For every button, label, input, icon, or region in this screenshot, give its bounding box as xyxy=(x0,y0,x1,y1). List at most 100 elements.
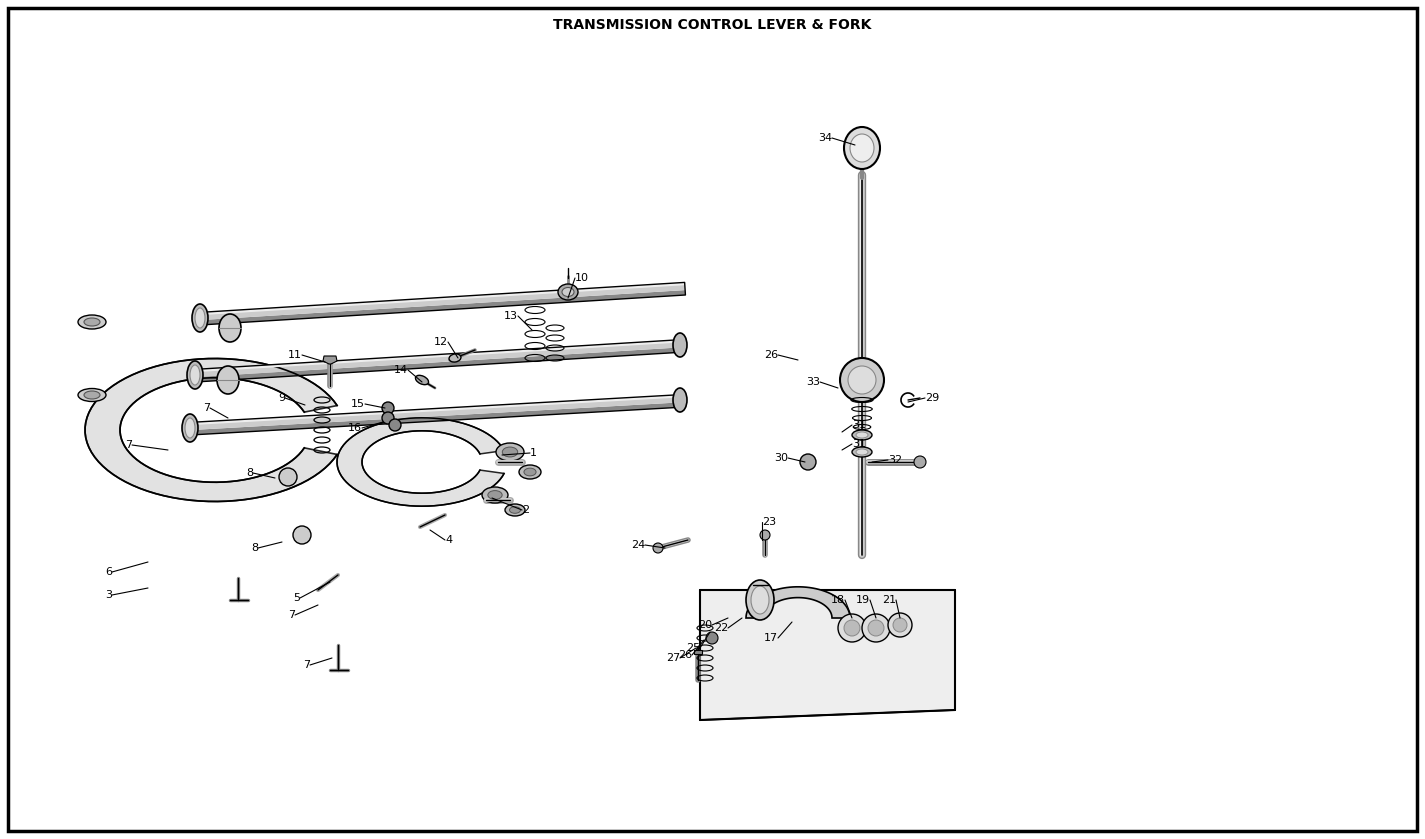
Polygon shape xyxy=(200,283,685,320)
Ellipse shape xyxy=(84,391,100,399)
Text: 4: 4 xyxy=(445,535,452,545)
Text: 1: 1 xyxy=(530,448,537,458)
Polygon shape xyxy=(190,394,685,425)
Ellipse shape xyxy=(559,284,579,300)
Polygon shape xyxy=(747,586,849,618)
Text: 21: 21 xyxy=(882,595,896,605)
Ellipse shape xyxy=(182,414,198,442)
Ellipse shape xyxy=(219,314,241,342)
Text: 33: 33 xyxy=(807,377,819,387)
Text: 2: 2 xyxy=(522,505,529,515)
Text: 6: 6 xyxy=(105,567,113,577)
Circle shape xyxy=(279,468,296,486)
Ellipse shape xyxy=(487,491,502,499)
Circle shape xyxy=(868,620,884,636)
Ellipse shape xyxy=(482,487,507,503)
Ellipse shape xyxy=(852,447,872,457)
Text: 16: 16 xyxy=(348,423,362,433)
Text: 7: 7 xyxy=(125,440,133,450)
Text: 8: 8 xyxy=(247,468,254,478)
Text: 11: 11 xyxy=(288,350,302,360)
Text: 29: 29 xyxy=(925,393,939,403)
Ellipse shape xyxy=(217,366,239,394)
Text: 15: 15 xyxy=(351,399,365,409)
Circle shape xyxy=(862,614,891,642)
Ellipse shape xyxy=(504,504,524,516)
Circle shape xyxy=(389,419,400,431)
Ellipse shape xyxy=(856,432,868,438)
Text: 26: 26 xyxy=(764,350,778,360)
Ellipse shape xyxy=(190,365,200,385)
Text: 20: 20 xyxy=(698,620,712,630)
Ellipse shape xyxy=(519,465,542,479)
Polygon shape xyxy=(190,394,685,430)
Text: 23: 23 xyxy=(762,517,777,527)
Circle shape xyxy=(848,366,876,394)
Text: 32: 32 xyxy=(888,455,902,465)
Circle shape xyxy=(888,613,912,637)
Ellipse shape xyxy=(192,304,208,332)
Ellipse shape xyxy=(187,361,202,389)
Text: 26: 26 xyxy=(678,650,693,660)
Ellipse shape xyxy=(496,443,524,461)
Text: 7: 7 xyxy=(202,403,209,413)
Ellipse shape xyxy=(84,318,100,326)
Text: 18: 18 xyxy=(831,595,845,605)
Circle shape xyxy=(839,358,884,402)
Text: 13: 13 xyxy=(504,311,519,321)
Ellipse shape xyxy=(502,447,517,457)
Text: 19: 19 xyxy=(856,595,871,605)
Polygon shape xyxy=(700,590,955,720)
Circle shape xyxy=(838,614,866,642)
Ellipse shape xyxy=(416,375,429,384)
Text: 8: 8 xyxy=(251,543,258,553)
Text: 12: 12 xyxy=(433,337,447,347)
Ellipse shape xyxy=(449,354,460,362)
Text: 14: 14 xyxy=(393,365,408,375)
Ellipse shape xyxy=(78,388,105,402)
Text: 17: 17 xyxy=(764,633,778,643)
Circle shape xyxy=(382,412,393,424)
Circle shape xyxy=(844,620,861,636)
Ellipse shape xyxy=(185,418,195,438)
Circle shape xyxy=(294,526,311,544)
Text: 31: 31 xyxy=(852,439,866,449)
Ellipse shape xyxy=(852,430,872,440)
Text: 7: 7 xyxy=(288,610,295,620)
Ellipse shape xyxy=(524,468,536,476)
Ellipse shape xyxy=(673,333,687,357)
Polygon shape xyxy=(190,402,685,435)
Ellipse shape xyxy=(751,586,770,614)
Text: 34: 34 xyxy=(818,133,832,143)
Polygon shape xyxy=(195,347,685,382)
Text: 22: 22 xyxy=(714,623,728,633)
Polygon shape xyxy=(338,418,504,506)
Circle shape xyxy=(760,530,770,540)
Ellipse shape xyxy=(844,127,881,169)
Ellipse shape xyxy=(673,388,687,412)
Circle shape xyxy=(705,632,718,644)
Circle shape xyxy=(799,454,817,470)
Ellipse shape xyxy=(849,134,874,162)
Text: TRANSMISSION CONTROL LEVER & FORK: TRANSMISSION CONTROL LEVER & FORK xyxy=(553,18,872,32)
Text: 24: 24 xyxy=(631,540,646,550)
Polygon shape xyxy=(195,340,685,377)
Text: 27: 27 xyxy=(665,653,680,663)
Text: 30: 30 xyxy=(774,453,788,463)
Circle shape xyxy=(382,402,393,414)
Polygon shape xyxy=(323,356,336,364)
Circle shape xyxy=(893,618,906,632)
Text: 7: 7 xyxy=(304,660,311,670)
Polygon shape xyxy=(86,358,338,502)
Polygon shape xyxy=(200,283,685,315)
Ellipse shape xyxy=(78,315,105,329)
Polygon shape xyxy=(200,290,685,325)
Polygon shape xyxy=(195,340,685,373)
Text: 9: 9 xyxy=(278,393,285,403)
Text: 3: 3 xyxy=(105,590,113,600)
Ellipse shape xyxy=(747,580,774,620)
Ellipse shape xyxy=(561,288,574,296)
Ellipse shape xyxy=(510,507,520,513)
Text: 5: 5 xyxy=(294,593,301,603)
Text: 10: 10 xyxy=(576,273,589,283)
